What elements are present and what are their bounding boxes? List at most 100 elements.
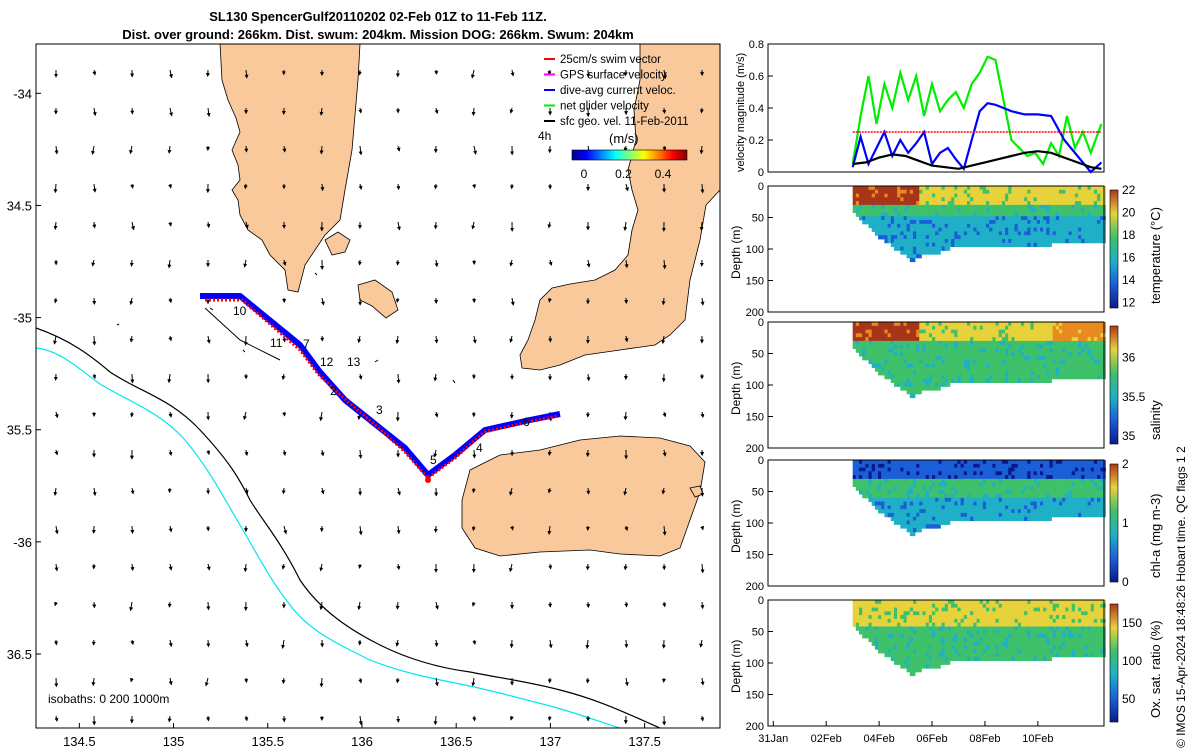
section-cell [887, 374, 894, 380]
section-cell [871, 325, 878, 331]
section-cell [852, 344, 859, 349]
section-cell [913, 460, 919, 465]
section-cell [998, 637, 1005, 643]
section-cell [967, 322, 973, 327]
section-cell [979, 212, 986, 217]
section-cell [967, 634, 973, 639]
section-cell [1071, 512, 1078, 518]
section-cell [938, 227, 944, 232]
section-cell [916, 482, 922, 487]
section-cell [938, 505, 944, 510]
section-cell [862, 622, 868, 627]
section-cell [979, 486, 986, 491]
section-cell [916, 193, 922, 198]
section-cell [970, 242, 976, 247]
section-cell [906, 189, 913, 195]
section-cell [951, 516, 957, 521]
section-cell [982, 371, 989, 376]
section-cell [919, 216, 925, 221]
section-cell [1055, 367, 1062, 372]
velocity-vector [395, 297, 400, 303]
section-cell [1001, 622, 1008, 627]
section-cell [903, 652, 910, 658]
section-cell [903, 201, 910, 206]
section-cell [1084, 216, 1090, 221]
section-cell [1049, 478, 1056, 484]
section-cell [916, 497, 922, 503]
section-cell [935, 374, 941, 380]
section-cell [1024, 242, 1030, 247]
section-cell [1081, 208, 1087, 213]
section-cell [995, 197, 1002, 202]
section-cell [1078, 512, 1084, 518]
section-cell [998, 238, 1005, 244]
section-cell [976, 352, 983, 357]
section-cell [925, 630, 932, 635]
section-cell [944, 641, 951, 646]
section-cell [913, 603, 919, 609]
section-cell [935, 618, 941, 624]
section-cell [884, 509, 890, 514]
section-cell [957, 238, 963, 244]
section-cell [913, 512, 919, 518]
section-cell [963, 611, 970, 616]
section-cell [976, 618, 983, 624]
section-cell [913, 227, 919, 232]
velocity-vector [130, 183, 135, 189]
section-cell [868, 475, 875, 480]
section-cell [976, 333, 983, 338]
section-cell [932, 201, 938, 206]
section-cell [967, 186, 973, 191]
section-cell [1033, 235, 1040, 240]
section-cell [1090, 223, 1097, 229]
section-cell [909, 622, 916, 627]
section-cell [909, 246, 916, 251]
section-cell [995, 490, 1002, 495]
section-cell [982, 603, 989, 609]
section-cell [976, 622, 983, 627]
section-cell [903, 607, 910, 612]
section-cell [887, 622, 894, 627]
section-cell [1027, 494, 1033, 499]
section-cell [986, 611, 992, 616]
section-cell [1030, 235, 1037, 240]
section-cell [919, 386, 925, 391]
section-cell [1040, 356, 1046, 361]
section-cell [986, 227, 992, 232]
section-cell [1068, 505, 1075, 510]
section-cell [989, 618, 995, 624]
section-cell [897, 201, 903, 206]
section-cell [874, 618, 881, 624]
section-cell [1090, 505, 1097, 510]
section-cell [1030, 242, 1037, 247]
section-cell [922, 600, 929, 605]
section-cell [1068, 367, 1075, 372]
section-cell [1074, 186, 1081, 191]
section-cell [913, 482, 919, 487]
section-cell [1008, 460, 1014, 465]
section-cell [1074, 197, 1081, 202]
section-cell [979, 494, 986, 499]
section-cell [976, 204, 983, 210]
section-cell [893, 189, 900, 195]
section-cell [986, 497, 992, 503]
section-cell [1087, 467, 1094, 472]
section-cell [1001, 512, 1008, 518]
section-cell [982, 460, 989, 465]
section-cell [1001, 325, 1008, 331]
velocity-vector [320, 449, 325, 457]
section-cell [1001, 220, 1008, 225]
section-cell [1065, 340, 1071, 346]
section-cell [913, 325, 919, 331]
section-cell [957, 505, 963, 510]
section-cell [909, 600, 916, 605]
section-cell [928, 600, 935, 605]
section-cell [859, 471, 865, 476]
section-cell [1024, 486, 1030, 491]
section-cell [1071, 497, 1078, 503]
section-cell [932, 641, 938, 646]
section-cell [884, 475, 890, 480]
section-cell [906, 607, 913, 612]
section-cell [1084, 197, 1090, 202]
section-cell [1011, 490, 1017, 495]
